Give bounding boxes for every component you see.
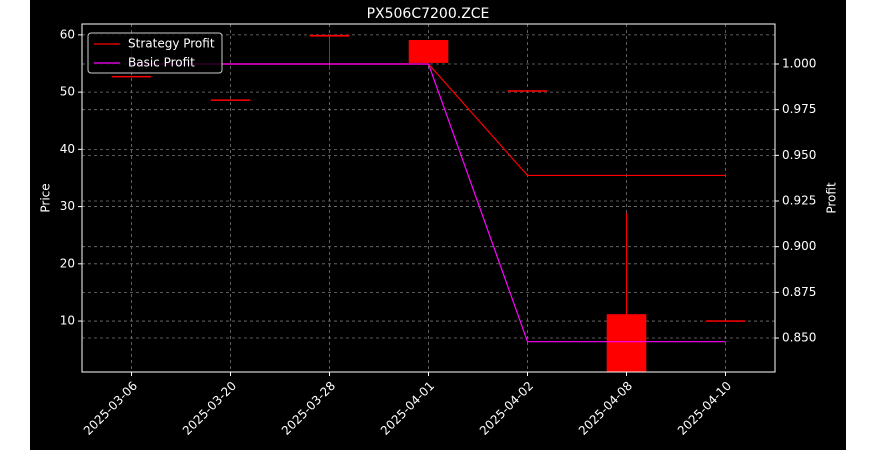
candle-body — [606, 314, 647, 372]
y2-tick-label: 0.875 — [782, 285, 816, 299]
legend-box — [87, 32, 223, 74]
y-tick-label: 50 — [60, 85, 75, 99]
y-tick-label: 60 — [60, 27, 75, 41]
y2-axis-label: Profit — [825, 182, 839, 214]
y-tick-label: 30 — [60, 199, 75, 213]
y2-tick-label: 0.900 — [782, 239, 816, 253]
profit-line — [131, 63, 726, 343]
y-axis-label: Price — [39, 183, 53, 212]
plot-area — [111, 34, 746, 372]
plot-frame — [81, 23, 776, 373]
y-tick-label: 20 — [60, 256, 75, 270]
candle-body — [210, 99, 251, 101]
y-tick-label: 10 — [60, 314, 75, 328]
candle-body — [111, 75, 152, 78]
legend-label: Basic Profit — [128, 56, 195, 70]
candle-body — [507, 90, 548, 92]
y2-tick-label: 0.850 — [782, 331, 816, 345]
candle-body — [408, 40, 449, 63]
y2-tick-label: 1.000 — [782, 57, 816, 71]
y2-tick-label: 0.950 — [782, 148, 816, 162]
y2-tick-label: 0.925 — [782, 194, 816, 208]
candle-body — [705, 320, 746, 322]
y2-tick-label: 0.975 — [782, 102, 816, 116]
candle-body — [309, 34, 350, 37]
y-tick-label: 40 — [60, 142, 75, 156]
legend-label: Strategy Profit — [128, 37, 215, 51]
chart-title: PX506C7200.ZCE — [367, 6, 490, 22]
